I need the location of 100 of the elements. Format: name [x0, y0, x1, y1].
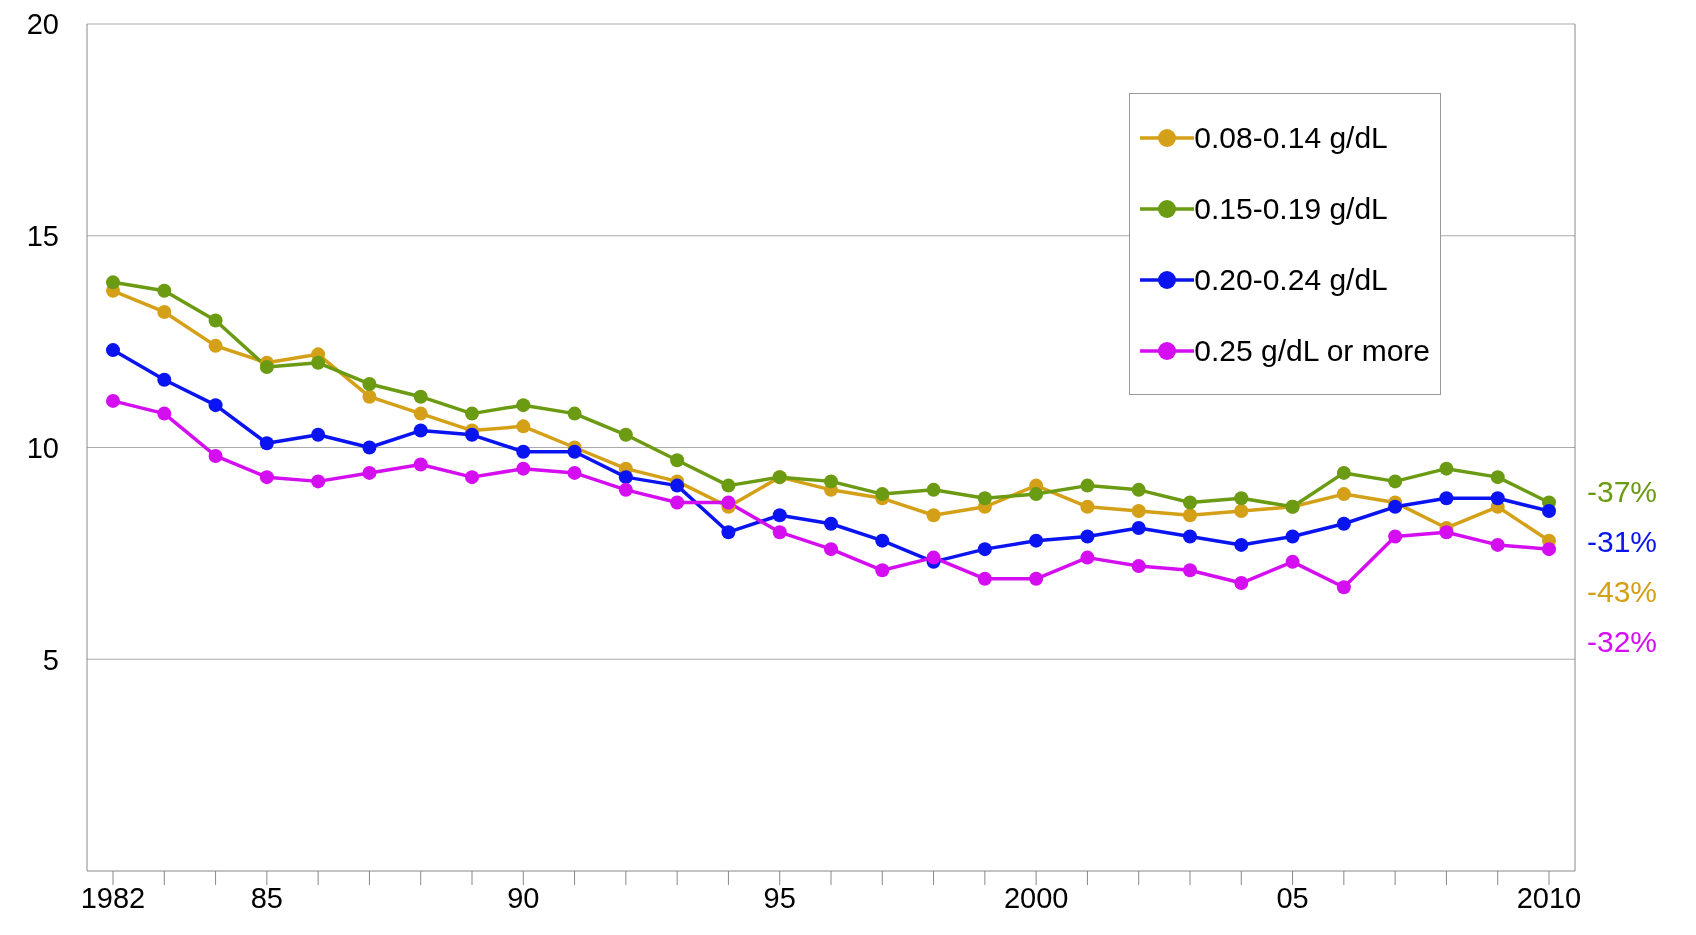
point	[977, 571, 992, 586]
point	[157, 283, 172, 298]
y-tick-label: 15	[26, 220, 59, 253]
legend-label: 0.15-0.19 g/dL	[1194, 191, 1388, 226]
point	[1080, 529, 1095, 544]
point	[1234, 491, 1249, 506]
point	[362, 440, 377, 455]
point	[259, 470, 274, 485]
x-tick-label: 95	[763, 881, 796, 914]
point	[1183, 529, 1197, 544]
point	[1080, 499, 1095, 514]
y-tick-label: 20	[26, 8, 59, 41]
point	[1131, 482, 1146, 497]
x-tick-label: 2010	[1516, 881, 1582, 914]
y-tick-label: 10	[26, 431, 59, 464]
point	[362, 389, 377, 404]
y-tick-label: 5	[42, 643, 59, 676]
point	[977, 491, 992, 506]
point	[1490, 491, 1505, 506]
point	[567, 444, 582, 459]
point	[875, 563, 890, 578]
point	[1285, 529, 1300, 544]
point	[362, 376, 377, 391]
legend-label: 0.25 g/dL or more	[1194, 333, 1430, 368]
point	[1388, 499, 1403, 514]
point	[208, 398, 223, 413]
point	[516, 444, 531, 459]
point	[875, 487, 890, 502]
point	[1234, 537, 1249, 552]
point	[824, 474, 838, 489]
point	[157, 406, 172, 421]
point	[1388, 529, 1403, 544]
point	[1336, 465, 1351, 480]
point	[1234, 576, 1249, 591]
point	[1131, 504, 1146, 519]
point	[413, 389, 428, 404]
point	[516, 419, 531, 434]
point	[106, 343, 120, 358]
point	[1285, 554, 1300, 569]
point	[1439, 525, 1454, 540]
point	[1183, 508, 1197, 523]
point	[413, 457, 428, 472]
point	[208, 313, 223, 328]
point	[1029, 487, 1044, 502]
point	[362, 465, 377, 480]
x-tick-label: 1982	[80, 881, 146, 914]
text: -32%	[1587, 624, 1658, 659]
text: -31%	[1587, 524, 1658, 559]
point	[875, 533, 890, 548]
point	[1542, 542, 1556, 557]
point	[1029, 571, 1044, 586]
point	[311, 355, 326, 370]
point	[567, 465, 582, 480]
point	[1490, 470, 1505, 485]
point	[721, 525, 736, 540]
point	[567, 406, 582, 421]
point	[721, 495, 736, 510]
point	[926, 550, 941, 565]
point	[824, 542, 838, 557]
point	[1336, 580, 1351, 595]
point	[670, 495, 685, 510]
legend-label: 0.20-0.24 g/dL	[1194, 262, 1388, 297]
point	[1080, 478, 1095, 493]
point	[1080, 550, 1095, 565]
point	[1131, 559, 1146, 574]
point	[259, 360, 274, 375]
point	[259, 436, 274, 451]
text: -43%	[1587, 574, 1658, 609]
point	[1490, 537, 1505, 552]
point	[618, 482, 633, 497]
point	[824, 516, 838, 531]
x-tick-label: 90	[507, 881, 540, 914]
point	[1439, 491, 1454, 506]
point	[516, 398, 531, 413]
x-tick-label: 2000	[1003, 881, 1069, 914]
point	[926, 482, 941, 497]
point	[977, 542, 992, 557]
point	[1542, 504, 1556, 519]
point	[157, 372, 172, 387]
point	[1183, 495, 1197, 510]
point	[106, 393, 120, 408]
point	[465, 427, 479, 442]
point	[721, 478, 736, 493]
point	[1131, 520, 1146, 535]
point	[311, 474, 326, 489]
x-tick-label: 05	[1276, 881, 1309, 914]
point	[208, 338, 223, 353]
point	[1336, 516, 1351, 531]
point	[618, 470, 633, 485]
point	[1183, 563, 1197, 578]
point	[618, 427, 633, 442]
point	[926, 508, 941, 523]
point	[465, 406, 479, 421]
point	[1029, 533, 1044, 548]
point	[465, 470, 479, 485]
point	[772, 525, 787, 540]
x-tick-label: 85	[250, 881, 283, 914]
point	[208, 448, 223, 463]
point	[670, 453, 685, 468]
point	[413, 406, 428, 421]
